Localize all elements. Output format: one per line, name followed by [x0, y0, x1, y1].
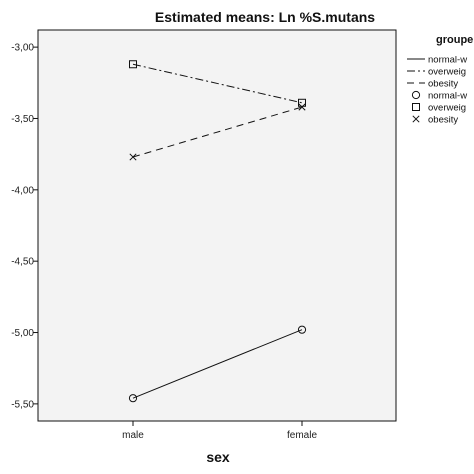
series-point-normal-w — [128, 394, 138, 403]
series-point-overweig — [129, 60, 137, 69]
y-tick-label: -5,50 — [11, 399, 34, 410]
chart-title: Estimated means: Ln %S.mutans — [155, 9, 375, 25]
legend-marker-label-obesity: obesity — [428, 115, 458, 126]
y-tick-label: -4,00 — [11, 185, 34, 196]
plot-area — [37, 29, 397, 422]
series-point-normal-w — [297, 325, 307, 334]
legend-marker-label-normal-w: normal-w — [428, 91, 467, 102]
x-axis: male female — [38, 420, 396, 441]
y-tick-label: -3,50 — [11, 114, 34, 125]
legend-title: groupe — [436, 34, 473, 46]
y-tick-label: -3,00 — [11, 43, 34, 54]
x-tick-label: female — [287, 430, 317, 441]
x-tick-label: male — [122, 430, 144, 441]
legend-marker-label-overweig: overweig — [428, 103, 466, 114]
x-marker-stroke — [298, 103, 306, 111]
legend-marker-normal-w — [411, 90, 421, 100]
series-point-overweig — [298, 98, 306, 107]
legend-label-normal-w: normal-w — [428, 55, 467, 66]
y-tick-label: -5,00 — [11, 328, 34, 339]
legend-marker-obesity — [412, 115, 420, 123]
series-point-obesity — [129, 153, 137, 161]
legend: groupe normal-woverweigobesitynormal-wov… — [407, 34, 473, 126]
series-line-overweig — [132, 63, 303, 104]
legend-marker-overweig — [412, 103, 420, 111]
legend-label-overweig: overweig — [428, 67, 466, 78]
series-line-normal-w — [132, 329, 303, 399]
legend-label-obesity: obesity — [428, 79, 458, 90]
x-axis-label: sex — [206, 449, 230, 465]
x-marker-stroke — [412, 115, 420, 123]
series-line-obesity — [132, 106, 303, 158]
y-tick-label: -4,50 — [11, 257, 34, 268]
x-marker-stroke — [129, 153, 137, 161]
y-axis: -3,00 -3,50 -4,00 -4,50 -5,00 -5,50 — [11, 30, 39, 421]
series-point-obesity — [298, 103, 306, 111]
series-layer — [128, 60, 307, 403]
